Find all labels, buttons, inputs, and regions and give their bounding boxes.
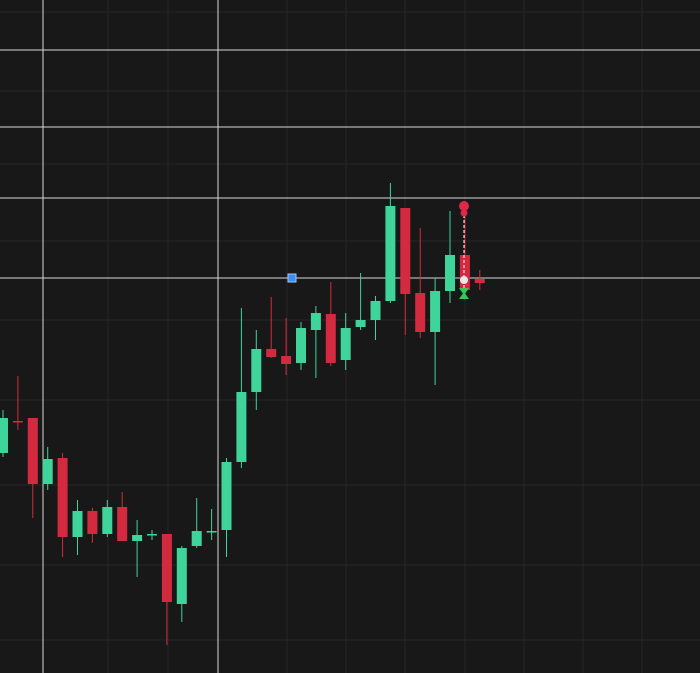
candle-body — [42, 459, 53, 484]
candle-body — [0, 418, 8, 453]
candle-body — [206, 531, 217, 533]
candle-body — [251, 349, 262, 392]
candle-body — [102, 507, 113, 534]
sell-marker — [460, 209, 468, 217]
candle-body — [400, 208, 411, 294]
candle-body — [281, 356, 292, 364]
candle-body — [236, 392, 247, 462]
buy-marker — [459, 292, 469, 299]
sell-marker — [459, 201, 469, 211]
candle-body — [161, 534, 172, 602]
candle-body — [445, 255, 455, 291]
candle-body — [12, 421, 23, 423]
candle-body — [87, 511, 98, 534]
candle-body — [430, 291, 441, 332]
candle-body — [266, 349, 277, 357]
candle-body — [459, 255, 470, 290]
markers — [287, 201, 469, 299]
candle-body — [474, 279, 485, 283]
candle-body — [117, 507, 128, 541]
candle-body — [72, 511, 83, 537]
anchor-handle[interactable] — [287, 273, 297, 283]
candle-body — [355, 320, 366, 327]
candle-body — [191, 531, 202, 546]
candle-body — [147, 534, 157, 536]
candles — [0, 183, 485, 645]
candle-body — [310, 313, 321, 330]
candle-body — [27, 418, 38, 484]
candle-body — [340, 328, 351, 360]
candle-body — [132, 535, 143, 541]
candle-body — [296, 328, 306, 363]
candle-body — [176, 548, 187, 604]
candle-body — [370, 301, 381, 320]
candle-body — [415, 293, 426, 332]
candle-body — [325, 314, 336, 363]
candle-body — [221, 462, 232, 530]
candle-body — [385, 206, 396, 301]
buy-marker — [459, 288, 469, 295]
point-marker — [460, 276, 468, 284]
candle-body — [57, 458, 68, 537]
